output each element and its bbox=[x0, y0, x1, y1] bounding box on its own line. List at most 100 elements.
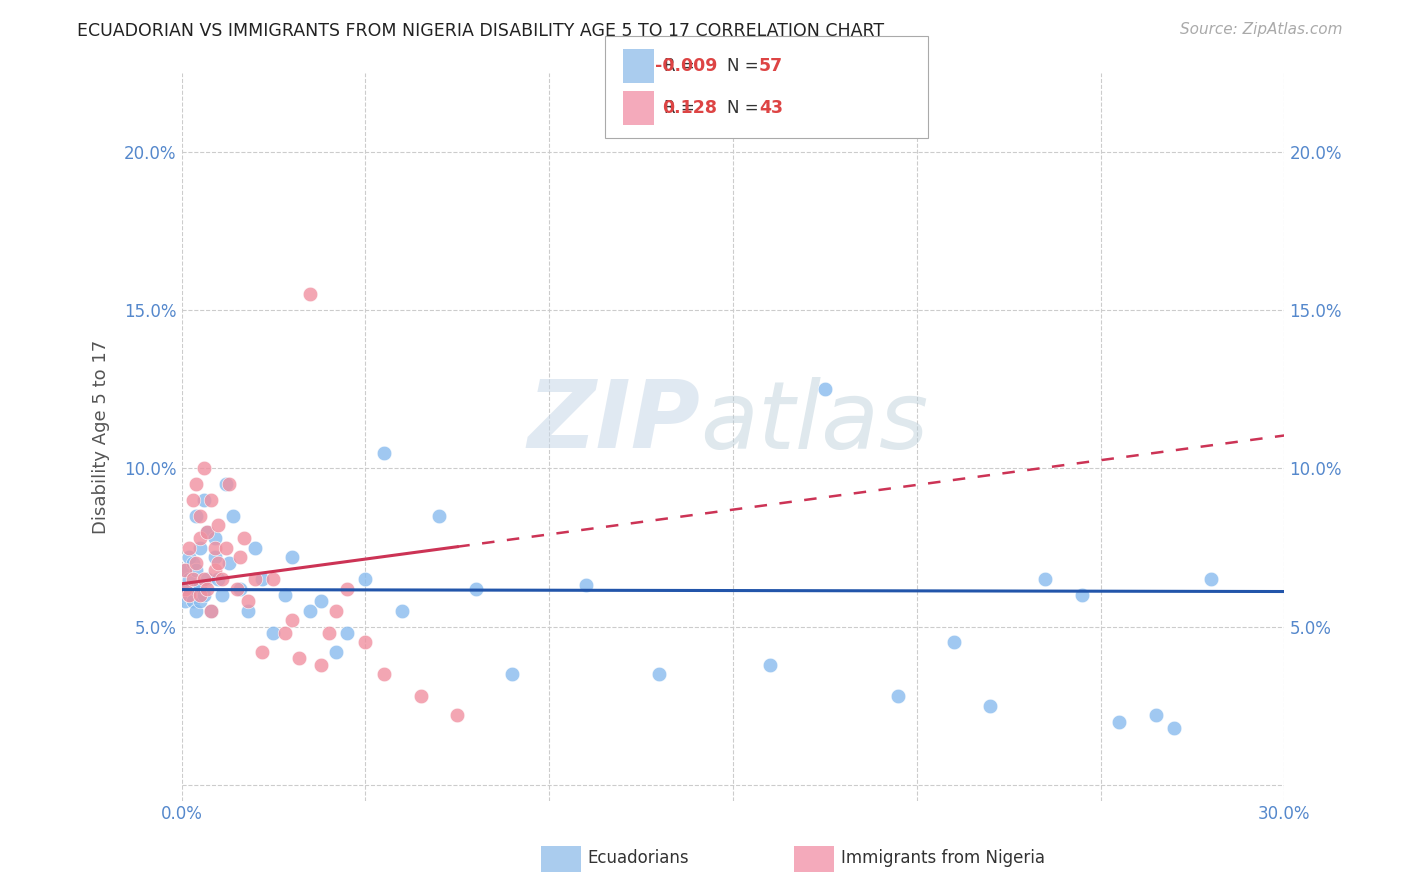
Point bbox=[195, 572, 218, 586]
Point bbox=[311, 594, 333, 608]
Y-axis label: Disability Age 5 to 17: Disability Age 5 to 17 bbox=[93, 340, 110, 534]
Point bbox=[263, 572, 285, 586]
Point bbox=[181, 572, 204, 586]
Point bbox=[979, 698, 1001, 713]
Point bbox=[186, 557, 208, 571]
Point bbox=[318, 626, 340, 640]
Point bbox=[188, 508, 211, 523]
Point bbox=[188, 541, 211, 555]
Point bbox=[252, 645, 274, 659]
Point bbox=[218, 477, 240, 491]
Point bbox=[195, 582, 218, 596]
Text: Ecuadorians: Ecuadorians bbox=[588, 849, 689, 867]
Point bbox=[1035, 572, 1057, 586]
Point bbox=[325, 645, 347, 659]
Point bbox=[1199, 572, 1222, 586]
Point bbox=[188, 594, 211, 608]
Point bbox=[243, 541, 266, 555]
Point bbox=[215, 477, 238, 491]
Text: atlas: atlas bbox=[700, 376, 928, 467]
Point bbox=[188, 578, 211, 592]
Text: N =: N = bbox=[727, 99, 758, 117]
Point bbox=[174, 582, 197, 596]
Point bbox=[174, 563, 197, 577]
Point bbox=[177, 588, 200, 602]
Point bbox=[942, 635, 965, 649]
Point bbox=[373, 667, 395, 681]
Text: Immigrants from Nigeria: Immigrants from Nigeria bbox=[841, 849, 1045, 867]
Point bbox=[273, 588, 295, 602]
Point bbox=[373, 445, 395, 459]
Point bbox=[186, 477, 208, 491]
Point bbox=[299, 604, 322, 618]
Text: 0.128: 0.128 bbox=[662, 99, 717, 117]
Point bbox=[1163, 721, 1185, 735]
Text: N =: N = bbox=[727, 57, 758, 75]
Point bbox=[281, 549, 304, 564]
Point bbox=[181, 493, 204, 508]
Point bbox=[325, 604, 347, 618]
Point bbox=[575, 578, 598, 592]
Point bbox=[207, 518, 229, 533]
Text: 57: 57 bbox=[759, 57, 783, 75]
Point bbox=[204, 563, 226, 577]
Point bbox=[501, 667, 523, 681]
Point bbox=[186, 563, 208, 577]
Point bbox=[758, 657, 780, 672]
Point bbox=[648, 667, 671, 681]
Point bbox=[204, 549, 226, 564]
Point bbox=[409, 690, 432, 704]
Point bbox=[211, 572, 233, 586]
Point bbox=[273, 626, 295, 640]
Point bbox=[215, 541, 238, 555]
Point bbox=[193, 588, 215, 602]
Point bbox=[181, 594, 204, 608]
Point bbox=[177, 588, 200, 602]
Point bbox=[177, 541, 200, 555]
Point bbox=[1071, 588, 1094, 602]
Point bbox=[814, 382, 837, 396]
Text: R =: R = bbox=[664, 57, 695, 75]
Point bbox=[354, 635, 377, 649]
Text: ECUADORIAN VS IMMIGRANTS FROM NIGERIA DISABILITY AGE 5 TO 17 CORRELATION CHART: ECUADORIAN VS IMMIGRANTS FROM NIGERIA DI… bbox=[77, 22, 884, 40]
Point bbox=[299, 287, 322, 301]
Point bbox=[200, 604, 222, 618]
Point bbox=[207, 572, 229, 586]
Point bbox=[174, 563, 197, 577]
Point bbox=[195, 524, 218, 539]
Point bbox=[225, 582, 247, 596]
Point bbox=[186, 508, 208, 523]
Point bbox=[229, 582, 252, 596]
Point bbox=[233, 531, 256, 545]
Point bbox=[204, 541, 226, 555]
Point bbox=[200, 604, 222, 618]
Point bbox=[1144, 708, 1167, 723]
Point bbox=[193, 461, 215, 475]
Point bbox=[211, 588, 233, 602]
Point bbox=[336, 626, 359, 640]
Point bbox=[887, 690, 910, 704]
Point bbox=[174, 582, 197, 596]
Point bbox=[193, 572, 215, 586]
Point bbox=[1108, 714, 1130, 729]
Point bbox=[181, 557, 204, 571]
Point bbox=[263, 626, 285, 640]
Point bbox=[177, 549, 200, 564]
Text: Source: ZipAtlas.com: Source: ZipAtlas.com bbox=[1180, 22, 1343, 37]
Point bbox=[464, 582, 486, 596]
Point bbox=[195, 524, 218, 539]
Point bbox=[207, 557, 229, 571]
Point bbox=[222, 508, 245, 523]
Point bbox=[188, 588, 211, 602]
Point bbox=[243, 572, 266, 586]
Point bbox=[204, 531, 226, 545]
Point bbox=[391, 604, 413, 618]
Point bbox=[236, 604, 259, 618]
Point bbox=[229, 549, 252, 564]
Point bbox=[186, 604, 208, 618]
Point bbox=[281, 613, 304, 627]
Point bbox=[336, 582, 359, 596]
Text: ZIP: ZIP bbox=[527, 376, 700, 468]
Point bbox=[427, 508, 450, 523]
Point bbox=[186, 582, 208, 596]
